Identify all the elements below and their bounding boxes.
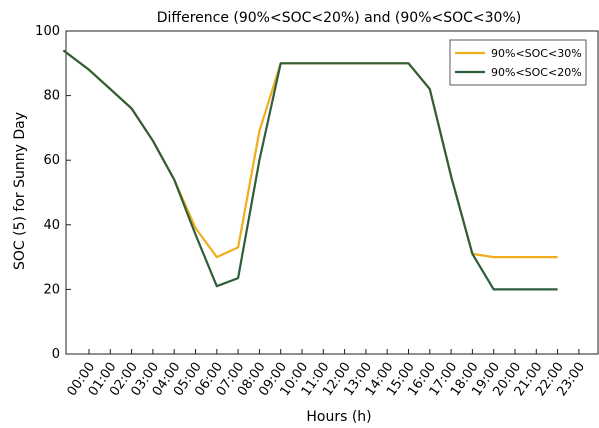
legend-label-0: 90%<SOC<30% (491, 47, 582, 60)
legend: 90%<SOC<30% 90%<SOC<20% (449, 39, 587, 86)
y-tick-label: 80 (43, 89, 60, 104)
y-tick-label: 0 (52, 347, 60, 362)
legend-box (449, 39, 587, 86)
y-tick-label: 20 (43, 282, 60, 297)
chart-title: Difference (90%<SOC<20%) and (90%<SOC<30… (157, 10, 521, 26)
series-line-1 (62, 49, 558, 291)
legend-label-1: 90%<SOC<20% (491, 66, 582, 79)
series-layer (62, 49, 558, 291)
plot-frame (65, 30, 599, 355)
x-axis-label: Hours (h) (306, 409, 371, 425)
y-tick-label: 60 (43, 153, 60, 168)
y-tick-label: 40 (43, 218, 60, 233)
y-tick-label: 100 (35, 24, 60, 39)
y-axis-label: SOC (5) for Sunny Day (12, 112, 28, 270)
